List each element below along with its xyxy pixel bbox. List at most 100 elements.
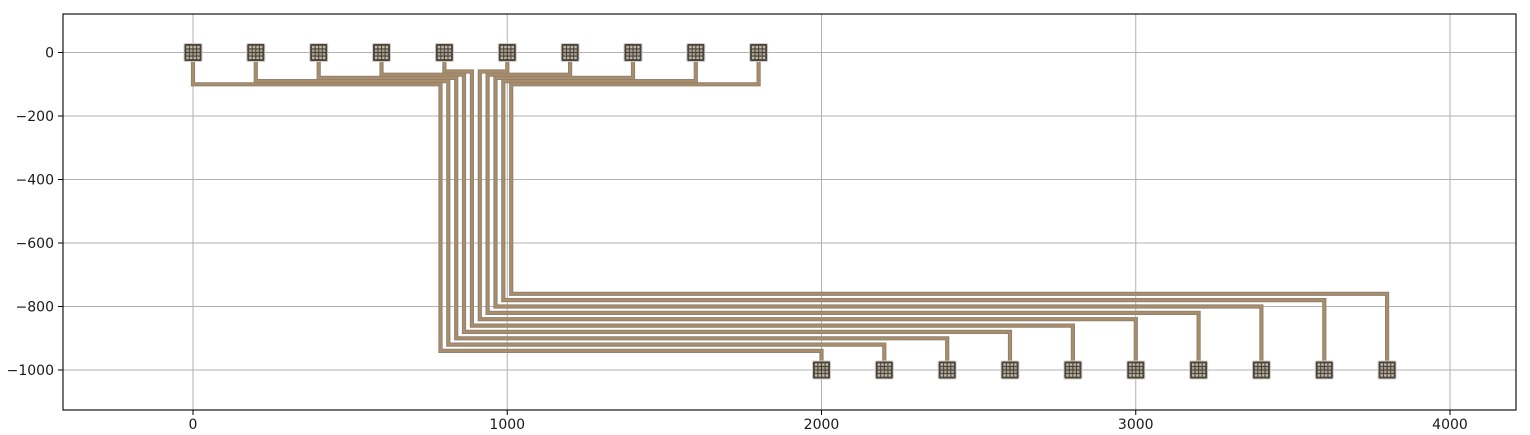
- chip-pad: [249, 49, 252, 52]
- chip-pad: [1077, 366, 1080, 370]
- chip-pad: [751, 56, 755, 60]
- chip-pad: [252, 53, 256, 56]
- chip-pad: [437, 49, 441, 52]
- chip-pad: [947, 366, 951, 370]
- chip-pad: [567, 53, 570, 56]
- wire: [254, 52, 886, 370]
- chip-pad: [249, 45, 252, 49]
- chip-pad: [689, 49, 692, 52]
- chip-pad: [1202, 374, 1206, 377]
- chip-pad: [322, 49, 326, 52]
- chip-pad: [319, 49, 322, 52]
- chip-pad: [574, 56, 577, 60]
- chip-pad: [692, 45, 696, 49]
- chip-pad: [629, 49, 633, 52]
- chip-pad: [1380, 366, 1383, 370]
- chip-pad: [256, 45, 259, 49]
- chip-pad: [1261, 374, 1265, 377]
- chip-pad: [888, 370, 891, 374]
- chip-pad: [315, 45, 319, 49]
- chip-pad: [1380, 374, 1383, 377]
- chip-pad: [633, 56, 637, 60]
- chip-pad: [1136, 370, 1139, 374]
- chip-pad: [189, 45, 193, 49]
- chip-pad: [567, 45, 570, 49]
- chip-pad: [1191, 366, 1195, 370]
- chip-pad: [252, 49, 256, 52]
- chip-pad: [818, 374, 821, 377]
- chip-pad: [633, 45, 637, 49]
- chip-pad: [256, 56, 259, 60]
- chip-pad: [444, 53, 448, 56]
- chip-pad: [259, 45, 263, 49]
- chip-pad: [1317, 366, 1321, 370]
- chip-pad: [1202, 363, 1206, 366]
- chip-pad: [1384, 366, 1387, 370]
- chip-pad: [444, 56, 448, 60]
- chip-pad: [1136, 366, 1139, 370]
- chip-pad: [633, 49, 637, 52]
- chip-pad: [1066, 366, 1069, 370]
- wire: [191, 52, 823, 370]
- chip-pad: [567, 49, 570, 52]
- chip-pad: [822, 374, 825, 377]
- chip-pad: [441, 53, 444, 56]
- chip-pad: [699, 49, 703, 52]
- chip-pad: [626, 45, 629, 49]
- chip-pad: [692, 49, 696, 52]
- chip-pad: [1258, 366, 1261, 370]
- chip-pad: [1014, 374, 1017, 377]
- chip-pad: [755, 49, 759, 52]
- chip-marker-bottom-8: [1314, 360, 1334, 380]
- y-tick-label: −400: [16, 173, 54, 189]
- chip-pad: [437, 53, 441, 56]
- chip-pad: [1265, 370, 1269, 374]
- chip-pad: [818, 363, 821, 366]
- chip-pad: [947, 363, 951, 366]
- chip-pad: [884, 370, 888, 374]
- chip-marker-top-6: [560, 43, 580, 62]
- chip-pad: [825, 370, 829, 374]
- chip-pad: [1077, 370, 1080, 374]
- y-tick-label: 0: [45, 46, 54, 62]
- chip-pad: [944, 366, 947, 370]
- chip-pad: [511, 56, 514, 60]
- chip-pad: [1003, 370, 1006, 374]
- chip-pad: [629, 56, 633, 60]
- chip-pad: [382, 49, 385, 52]
- chip-pad: [1129, 366, 1132, 370]
- wire: [317, 52, 949, 370]
- chip-pad: [385, 53, 389, 56]
- chip-pad: [504, 45, 507, 49]
- chip-pad: [689, 53, 692, 56]
- y-tick-label: −1000: [7, 363, 54, 379]
- chip-pad: [378, 53, 381, 56]
- chip-pad: [504, 53, 507, 56]
- chip-pad: [1129, 363, 1132, 366]
- chip-pad: [1324, 363, 1328, 366]
- chip-pad: [1014, 370, 1017, 374]
- chip-pad: [1321, 374, 1324, 377]
- chip-pad: [1199, 363, 1202, 366]
- chip-pad: [1328, 363, 1331, 366]
- chip-pad: [1321, 363, 1324, 366]
- chip-pad: [382, 56, 385, 60]
- chip-pad: [1258, 363, 1261, 366]
- chip-pad: [888, 366, 891, 370]
- chip-pad: [751, 53, 755, 56]
- chip-pad: [197, 53, 200, 56]
- chip-pad: [1202, 366, 1206, 370]
- wire: [510, 52, 1389, 370]
- chip-pad: [1199, 366, 1202, 370]
- chip-pad: [1195, 374, 1199, 377]
- chip-marker-bottom-5: [1126, 360, 1146, 380]
- chip-pad: [814, 363, 818, 366]
- wire: [380, 52, 1012, 370]
- chip-pad: [951, 366, 954, 370]
- chip-pad: [1391, 366, 1394, 370]
- chip-pad: [1384, 374, 1387, 377]
- chip-pad: [1254, 366, 1258, 370]
- chip-pad: [1391, 374, 1394, 377]
- chip-pad: [814, 370, 818, 374]
